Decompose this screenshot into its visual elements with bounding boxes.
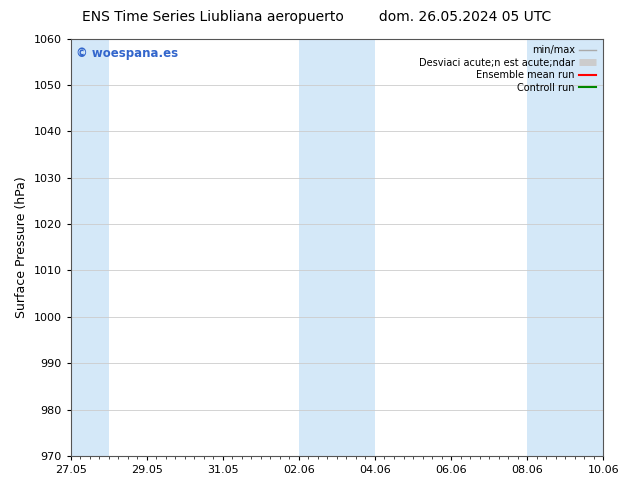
Bar (299, 39, 375, 456)
Y-axis label: Surface Pressure (hPa): Surface Pressure (hPa) (15, 176, 28, 318)
Legend: min/max, Desviaci acute;n est acute;ndar, Ensemble mean run, Controll run: min/max, Desviaci acute;n est acute;ndar… (415, 42, 600, 97)
Text: © woespana.es: © woespana.es (76, 47, 178, 60)
Bar (527, 39, 603, 456)
Text: ENS Time Series Liubliana aeropuerto        dom. 26.05.2024 05 UTC: ENS Time Series Liubliana aeropuerto dom… (82, 10, 552, 24)
Bar (71, 39, 109, 456)
